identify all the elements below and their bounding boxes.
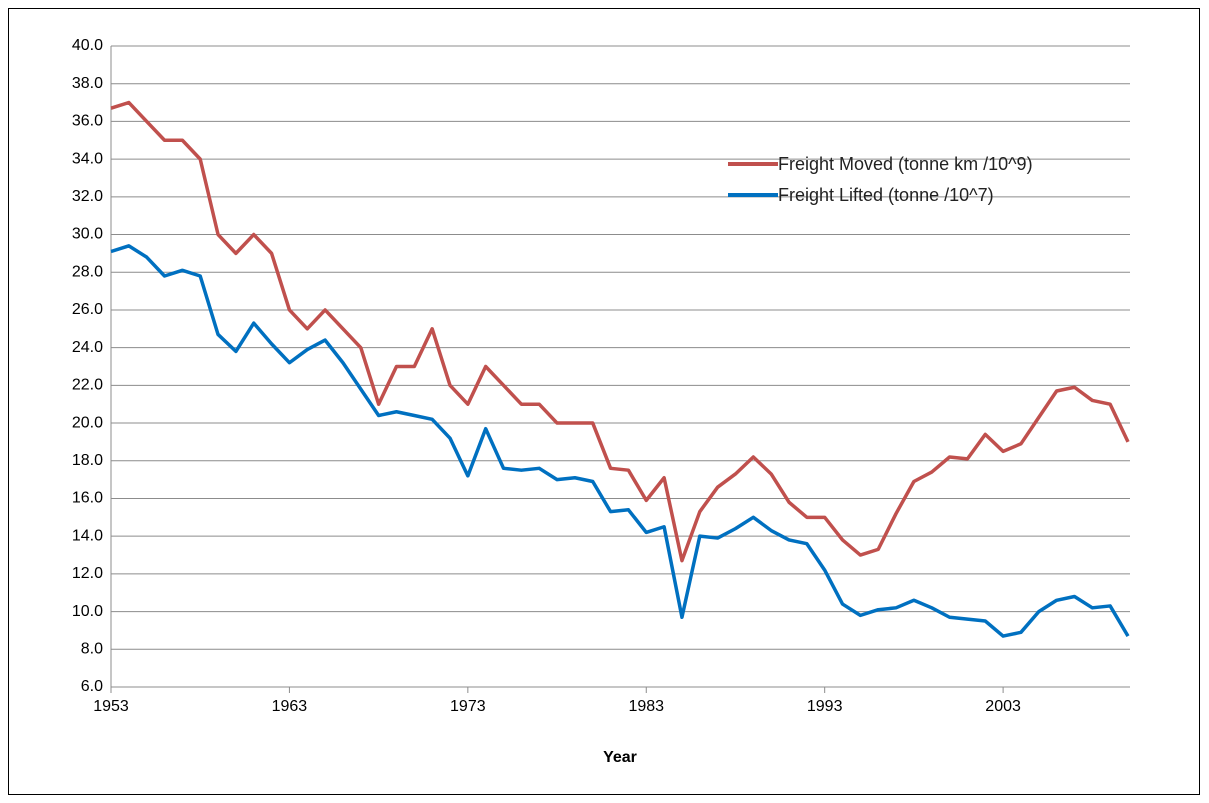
legend-item: Freight Lifted (tonne /10^7) <box>728 183 1088 208</box>
x-axis-title: Year <box>603 749 637 766</box>
y-tick-label: 40.0 <box>72 37 103 54</box>
series-line <box>110 100 1130 563</box>
y-tick-label: 24.0 <box>72 339 103 356</box>
y-tick-label: 22.0 <box>72 377 103 394</box>
legend-swatch <box>728 193 778 197</box>
y-tick-label: 16.0 <box>72 490 103 507</box>
y-tick-label: 34.0 <box>72 150 103 167</box>
y-tick-label: 30.0 <box>72 226 103 243</box>
y-tick-label: 12.0 <box>72 565 103 582</box>
y-tick-label: 32.0 <box>72 188 103 205</box>
y-tick-label: 36.0 <box>72 113 103 130</box>
x-tick-label: 1963 <box>272 698 308 715</box>
y-tick-label: 38.0 <box>72 75 103 92</box>
x-tick-label: 1983 <box>628 698 664 715</box>
chart-border <box>8 8 1200 795</box>
y-tick-label: 10.0 <box>72 603 103 620</box>
y-tick-label: 18.0 <box>72 452 103 469</box>
y-tick-label: 6.0 <box>81 678 103 695</box>
x-tick-label: 2003 <box>985 698 1021 715</box>
legend-item: Freight Moved (tonne km /10^9) <box>728 152 1088 177</box>
x-tick-label: 1973 <box>450 698 486 715</box>
legend: Freight Moved (tonne km /10^9) Freight Li… <box>728 152 1088 214</box>
y-tick-label: 26.0 <box>72 301 103 318</box>
legend-label: Freight Lifted (tonne /10^7) <box>778 185 994 205</box>
x-tick-label: 1993 <box>807 698 843 715</box>
legend-label: Freight Moved (tonne km /10^9) <box>778 154 1033 174</box>
legend-swatch <box>728 162 778 166</box>
y-tick-label: 8.0 <box>81 641 103 658</box>
y-tick-label: 28.0 <box>72 263 103 280</box>
y-tick-label: 14.0 <box>72 527 103 544</box>
series-line <box>110 244 1130 638</box>
x-tick-label: 1953 <box>93 698 129 715</box>
y-tick-label: 20.0 <box>72 414 103 431</box>
